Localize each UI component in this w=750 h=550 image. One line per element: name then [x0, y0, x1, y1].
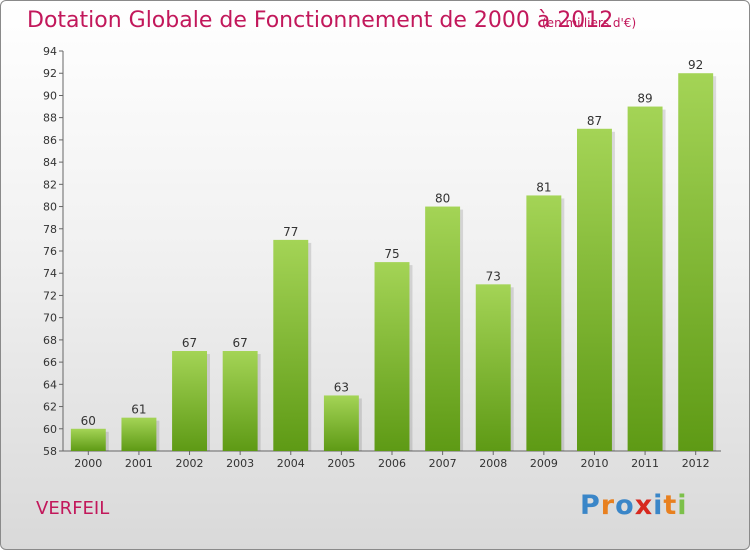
- x-tick-label: 2006: [378, 457, 406, 470]
- y-tick-label: 58: [43, 445, 57, 458]
- x-tick-label: 2009: [530, 457, 558, 470]
- bar: [678, 73, 714, 451]
- y-tick-label: 66: [43, 356, 57, 369]
- bar: [475, 284, 511, 451]
- y-tick-label: 88: [43, 112, 57, 125]
- x-tick-label: 2004: [277, 457, 305, 470]
- proxiti-logo[interactable]: Proxiti: [580, 490, 688, 521]
- bar-value-label: 67: [182, 336, 197, 350]
- x-tick-label: 2005: [327, 457, 355, 470]
- bar-value-label: 60: [81, 414, 96, 428]
- y-tick-label: 72: [43, 289, 57, 302]
- bar: [374, 262, 410, 451]
- y-tick-label: 76: [43, 245, 57, 258]
- commune-name: VERFEIL: [36, 498, 110, 519]
- logo-letter: i: [653, 490, 664, 521]
- x-tick-label: 2002: [176, 457, 204, 470]
- bar-value-label: 89: [637, 92, 652, 106]
- bar-value-label: 67: [233, 336, 248, 350]
- y-tick-label: 84: [43, 156, 57, 169]
- y-tick-label: 80: [43, 201, 57, 214]
- logo-letter: i: [677, 490, 688, 521]
- y-tick-label: 64: [43, 378, 57, 391]
- y-tick-label: 62: [43, 401, 57, 414]
- x-tick-label: 2007: [429, 457, 457, 470]
- bar: [425, 206, 461, 451]
- bar-value-label: 92: [688, 58, 703, 72]
- y-tick-label: 82: [43, 178, 57, 191]
- bar-value-label: 73: [486, 269, 501, 283]
- x-tick-label: 2012: [682, 457, 710, 470]
- logo-letter: x: [634, 490, 654, 521]
- chart-title: Dotation Globale de Fonctionnement de 20…: [27, 8, 614, 33]
- bar: [526, 195, 562, 451]
- bar: [172, 351, 208, 451]
- y-tick-label: 68: [43, 334, 57, 347]
- x-tick-label: 2011: [631, 457, 659, 470]
- x-tick-label: 2001: [125, 457, 153, 470]
- bar-value-label: 63: [334, 380, 349, 394]
- bar: [70, 428, 106, 451]
- chart-unit-subtitle: (en milliers d'€): [542, 16, 637, 30]
- logo-letter: t: [663, 490, 678, 521]
- y-tick-label: 60: [43, 423, 57, 436]
- y-tick-label: 90: [43, 89, 57, 102]
- bar-value-label: 80: [435, 192, 450, 206]
- bar: [273, 239, 309, 451]
- x-tick-label: 2008: [479, 457, 507, 470]
- y-tick-label: 70: [43, 312, 57, 325]
- bar-value-label: 87: [587, 114, 602, 128]
- bar: [576, 128, 612, 451]
- bar: [323, 395, 359, 451]
- bar: [222, 351, 258, 451]
- y-tick-label: 86: [43, 134, 57, 147]
- bar-value-label: 81: [536, 180, 551, 194]
- bar: [627, 106, 663, 452]
- bar-value-label: 75: [384, 247, 399, 261]
- x-tick-label: 2000: [74, 457, 102, 470]
- y-tick-label: 94: [43, 45, 57, 58]
- x-tick-label: 2010: [580, 457, 608, 470]
- logo-letter: P: [580, 490, 601, 521]
- y-tick-label: 74: [43, 267, 57, 280]
- x-tick-label: 2003: [226, 457, 254, 470]
- bar: [121, 417, 157, 451]
- logo-letter: r: [600, 490, 616, 521]
- bar-value-label: 61: [131, 403, 146, 417]
- logo-letter: o: [615, 490, 635, 521]
- y-tick-label: 78: [43, 223, 57, 236]
- y-tick-label: 92: [43, 67, 57, 80]
- bar-value-label: 77: [283, 225, 298, 239]
